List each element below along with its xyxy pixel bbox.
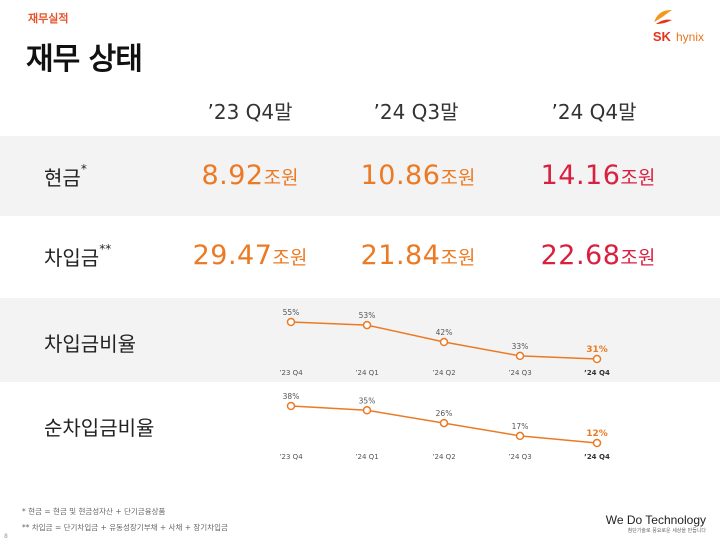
sk-hynix-logo: SK hynix bbox=[652, 10, 704, 45]
row-label-debt-ratio: 차입금비율 bbox=[44, 332, 136, 356]
chart-data-label: 12% bbox=[586, 429, 608, 439]
chart-x-tick-label: ’24 Q1 bbox=[355, 369, 378, 377]
chart-point bbox=[515, 431, 525, 441]
row-label-borrowings-mark: ** bbox=[99, 242, 112, 256]
chart-point bbox=[362, 406, 372, 415]
chart-point bbox=[515, 351, 525, 361]
value-unit: 조원 bbox=[620, 167, 656, 189]
footer-brand-text: We Do Technology bbox=[605, 513, 706, 527]
chart-data-label: 17% bbox=[512, 422, 529, 431]
row-band-net-debt-ratio bbox=[0, 382, 720, 466]
footnote-cash: * 현금 = 현금 및 현금성자산 + 단기금융상품 bbox=[22, 507, 166, 516]
value-unit: 조원 bbox=[263, 167, 299, 189]
value-unit: 조원 bbox=[620, 247, 656, 269]
row-label-cash-text: 현금 bbox=[44, 166, 81, 190]
row-label-cash: 현금* bbox=[44, 162, 87, 191]
cash-23q4-value: 8.92조원 bbox=[150, 160, 350, 191]
section-label: 재무실적 bbox=[28, 12, 69, 25]
chart-data-label: 35% bbox=[359, 396, 376, 405]
row-band-debt-ratio bbox=[0, 298, 720, 382]
value-unit: 조원 bbox=[440, 247, 476, 269]
net-debt-ratio-line-chart: 38% ’23 Q4 35% ’24 Q1 26% ’24 Q2 17% ’24 Q3 12% ’… bbox=[279, 392, 610, 461]
chart-data-label: 53% bbox=[359, 311, 376, 320]
chart-data-label: 26% bbox=[436, 409, 453, 418]
chart-point bbox=[439, 337, 449, 347]
footer-tagline: 첨단기술로 풍요로운 세상을 만듭니다 bbox=[627, 528, 706, 534]
chart-x-tick-label: ’24 Q3 bbox=[508, 369, 531, 377]
value-number: 22.68 bbox=[540, 240, 621, 271]
value-number: 10.86 bbox=[360, 160, 441, 191]
chart-data-label: 38% bbox=[283, 392, 300, 401]
row-label-borrowings: 차입금** bbox=[44, 242, 111, 271]
chart-point bbox=[592, 438, 602, 448]
footnote-borrowings: ** 차입금 = 단기차입금 + 유동성장기부채 + 사채 + 장기차입금 bbox=[22, 523, 228, 532]
column-header-24q4: ’24 Q4말 bbox=[551, 100, 637, 124]
chart-point bbox=[592, 354, 602, 364]
page-number: 8 bbox=[4, 533, 8, 540]
chart-x-tick-label: ’24 Q1 bbox=[355, 453, 378, 461]
row-band-cash bbox=[0, 136, 720, 216]
borrowings-23q4-value: 29.47조원 bbox=[150, 240, 350, 271]
value-number: 14.16 bbox=[540, 160, 621, 191]
value-number: 8.92 bbox=[201, 160, 264, 191]
chart-data-label: 33% bbox=[512, 342, 529, 351]
value-number: 29.47 bbox=[192, 240, 273, 271]
chart-x-tick-label: ’24 Q3 bbox=[508, 453, 531, 461]
chart-x-tick-label: ’24 Q2 bbox=[432, 369, 455, 377]
chart-x-tick-label: ’24 Q4 bbox=[584, 369, 610, 377]
chart-point bbox=[286, 317, 296, 327]
logo-sk-text: SK bbox=[652, 29, 671, 44]
chart-x-tick-label: ’23 Q4 bbox=[279, 369, 303, 377]
chart-point bbox=[362, 320, 372, 330]
chart-data-label: 55% bbox=[283, 308, 300, 317]
debt-ratio-line-chart: 55% ’23 Q4 53% ’24 Q1 42% ’24 Q2 33% ’24 Q3 31% ’… bbox=[279, 308, 610, 377]
borrowings-24q4-value: 22.68조원 bbox=[498, 240, 698, 271]
row-label-net-debt-ratio: 순차입금비율 bbox=[44, 416, 155, 440]
chart-x-tick-label: ’24 Q4 bbox=[584, 453, 610, 461]
cash-24q3-value: 10.86조원 bbox=[318, 160, 518, 191]
chart-x-tick-label: ’23 Q4 bbox=[279, 453, 303, 461]
chart-point bbox=[439, 418, 449, 428]
borrowings-24q3-value: 21.84조원 bbox=[318, 240, 518, 271]
page-title: 재무 상태 bbox=[26, 42, 143, 77]
cash-24q4-value: 14.16조원 bbox=[498, 160, 698, 191]
row-band-borrowings bbox=[0, 216, 720, 298]
footer-brand: We Do Technology 첨단기술로 풍요로운 세상을 만듭니다 bbox=[606, 513, 706, 534]
row-label-borrowings-text: 차입금 bbox=[44, 246, 100, 270]
column-header-24q3: ’24 Q3말 bbox=[373, 100, 459, 124]
value-unit: 조원 bbox=[440, 167, 476, 189]
row-label-cash-mark: * bbox=[80, 162, 87, 176]
value-unit: 조원 bbox=[272, 247, 308, 269]
butterfly-logo-icon bbox=[654, 10, 672, 24]
chart-data-label: 42% bbox=[436, 328, 453, 337]
chart-x-tick-label: ’24 Q2 bbox=[432, 453, 455, 461]
chart-point bbox=[286, 401, 296, 411]
chart-data-label: 31% bbox=[586, 345, 608, 355]
value-number: 21.84 bbox=[360, 240, 441, 271]
logo-hynix-text: hynix bbox=[675, 30, 704, 44]
column-header-23q4: ’23 Q4말 bbox=[207, 100, 293, 124]
